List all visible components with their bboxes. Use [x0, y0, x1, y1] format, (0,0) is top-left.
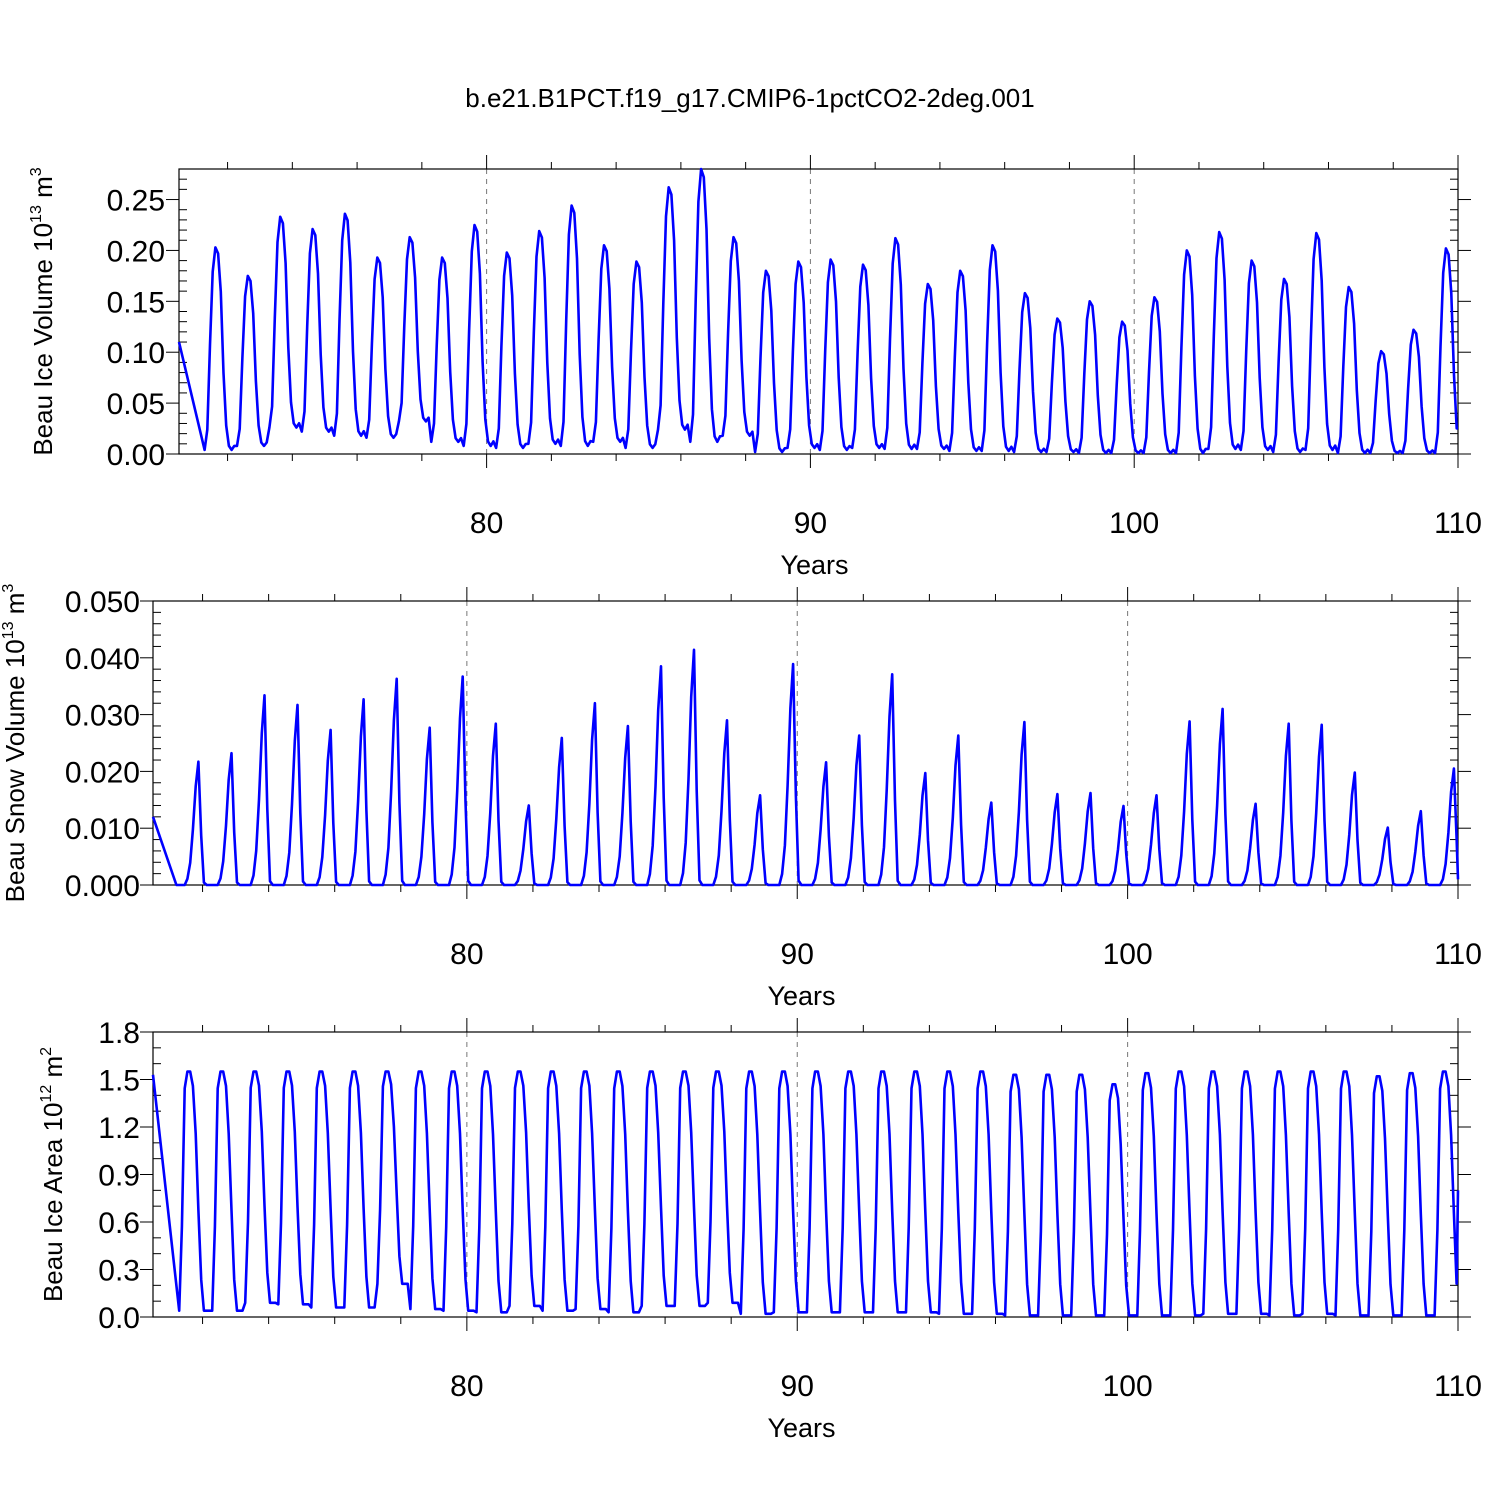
y-axis-title: Beau Snow Volume 1013 m3 — [0, 584, 30, 903]
x-tick-label: 100 — [1109, 507, 1159, 540]
x-tick-label: 80 — [450, 1370, 483, 1403]
y-tick-label: 0.9 — [98, 1160, 140, 1193]
x-tick-label: 100 — [1103, 1370, 1153, 1403]
panel-ice-area: 80 90 100 110 Years 0.0 0.3 0.6 0.9 1.2 1.5 1.8 Beau… — [38, 1017, 1482, 1443]
y-tick-label: 0.20 — [107, 235, 165, 268]
y-tick-label: 0.3 — [98, 1255, 140, 1288]
x-axis-title: Years — [767, 1413, 835, 1443]
y-tick-label: 0.6 — [98, 1207, 140, 1240]
y-tick-label: 0.020 — [65, 756, 140, 789]
y-tick-label: 0.0 — [98, 1302, 140, 1335]
y-tick-label: 1.8 — [98, 1017, 140, 1050]
series-line-snow-volume — [151, 648, 1460, 887]
x-tick-label: 100 — [1103, 938, 1153, 971]
panel-snow-volume: 80 90 100 110 Years 0.000 0.010 0.020 0.030 0.040… — [0, 584, 1482, 1011]
x-tick-label: 110 — [1434, 507, 1482, 540]
y-tick-label: 1.5 — [98, 1065, 140, 1098]
x-tick-label: 90 — [781, 938, 814, 971]
x-tick-label: 90 — [781, 1370, 814, 1403]
x-tick-label: 80 — [450, 938, 483, 971]
y-axis-title: Beau Ice Volume 1013 m3 — [28, 167, 58, 455]
series-line-ice-area — [151, 1070, 1460, 1317]
y-tick-label: 0.040 — [65, 643, 140, 676]
x-tick-label: 90 — [794, 507, 827, 540]
y-tick-label: 0.030 — [65, 700, 140, 733]
y-tick-label: 0.00 — [107, 439, 165, 472]
series-line-ice-volume — [177, 167, 1459, 455]
y-tick-label: 0.15 — [107, 286, 165, 319]
y-tick-label: 0.010 — [65, 813, 140, 846]
plot-frame — [152, 600, 1459, 886]
x-axis-title: Years — [780, 550, 848, 580]
x-tick-label: 110 — [1434, 1370, 1482, 1403]
x-tick-label: 80 — [470, 507, 503, 540]
y-tick-label: 0.05 — [107, 388, 165, 421]
y-tick-label: 0.000 — [65, 870, 140, 903]
x-axis-title: Years — [767, 981, 835, 1011]
y-tick-label: 1.2 — [98, 1112, 140, 1145]
y-tick-label: 0.050 — [65, 586, 140, 619]
y-tick-label: 0.25 — [107, 185, 165, 218]
y-axis-title: Beau Ice Area 1012 m2 — [38, 1047, 68, 1302]
plot-frame — [178, 168, 1459, 455]
y-tick-label: 0.10 — [107, 337, 165, 370]
x-tick-label: 110 — [1434, 938, 1482, 971]
panel-ice-volume: 80 90 100 110 Years 0.00 0.05 0.10 0.15 0.20 0.25 B… — [28, 155, 1482, 580]
chart-title: b.e21.B1PCT.f19_g17.CMIP6-1pctCO2-2deg.0… — [465, 83, 1034, 113]
